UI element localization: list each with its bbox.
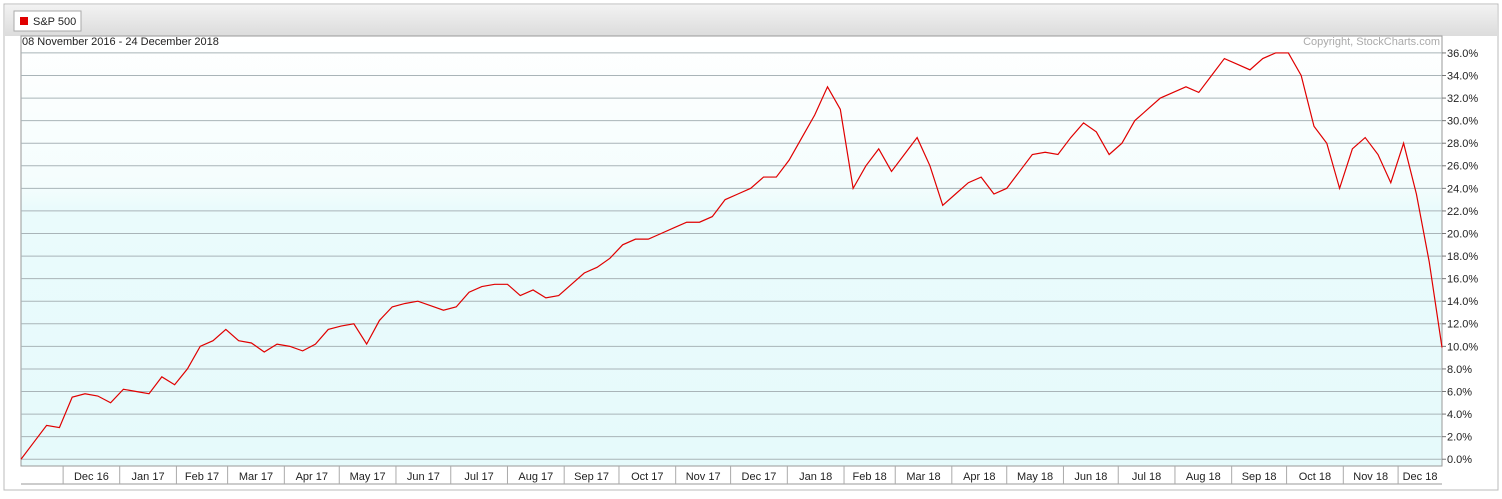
- y-tick-label: 8.0%: [1447, 364, 1472, 376]
- x-tick-label: Jul 17: [464, 471, 493, 483]
- y-tick-label: 12.0%: [1447, 319, 1478, 331]
- x-tick-label: Jan 17: [132, 471, 165, 483]
- x-tick-label: Nov 17: [686, 471, 721, 483]
- legend-label: S&P 500: [33, 16, 76, 28]
- x-tick-label: Mar 17: [239, 471, 273, 483]
- x-tick-label: Mar 18: [906, 471, 940, 483]
- y-tick-label: 10.0%: [1447, 341, 1478, 353]
- x-tick-label: Dec 16: [74, 471, 109, 483]
- x-tick-label: Jun 18: [1074, 471, 1107, 483]
- y-tick-label: 30.0%: [1447, 116, 1478, 128]
- x-tick-label: Jul 18: [1132, 471, 1161, 483]
- subtitle: 08 November 2016 - 24 December 2018: [22, 36, 219, 48]
- y-tick-label: 2.0%: [1447, 432, 1472, 444]
- x-tick-label: Nov 18: [1353, 471, 1388, 483]
- y-tick-label: 4.0%: [1447, 409, 1472, 421]
- y-tick-label: 34.0%: [1447, 70, 1478, 82]
- header-bar: [5, 5, 1497, 36]
- copyright: Copyright, StockCharts.com: [1303, 36, 1440, 48]
- x-tick-label: May 18: [1017, 471, 1053, 483]
- y-tick-label: 6.0%: [1447, 386, 1472, 398]
- x-tick-label: Sep 17: [574, 471, 609, 483]
- plot-area: [20, 35, 1443, 467]
- x-tick-label: Apr 18: [963, 471, 995, 483]
- x-tick-label: Jun 17: [407, 471, 440, 483]
- x-tick-label: Sep 18: [1242, 471, 1277, 483]
- y-tick-label: 26.0%: [1447, 161, 1478, 173]
- y-tick-label: 24.0%: [1447, 183, 1478, 195]
- y-tick-label: 32.0%: [1447, 93, 1478, 105]
- x-tick-label: Oct 18: [1299, 471, 1331, 483]
- x-tick-label: Oct 17: [631, 471, 663, 483]
- series-line: [20, 52, 1443, 460]
- x-tick-label: Dec 17: [742, 471, 777, 483]
- y-tick-label: 14.0%: [1447, 296, 1478, 308]
- legend-box: [13, 10, 82, 32]
- y-tick-label: 0.0%: [1447, 454, 1472, 466]
- x-tick-label: Feb 17: [185, 471, 219, 483]
- x-tick-label: Aug 18: [1186, 471, 1221, 483]
- x-tick-label: Aug 17: [518, 471, 553, 483]
- x-tick-label: Jan 18: [799, 471, 832, 483]
- y-tick-label: 22.0%: [1447, 206, 1478, 218]
- x-tick-label: May 17: [350, 471, 386, 483]
- y-tick-label: 16.0%: [1447, 274, 1478, 286]
- y-tick-label: 20.0%: [1447, 228, 1478, 240]
- legend: S&P 500: [13, 10, 82, 32]
- y-tick-label: 18.0%: [1447, 251, 1478, 263]
- y-tick-label: 28.0%: [1447, 138, 1478, 150]
- y-tick-label: 36.0%: [1447, 48, 1478, 60]
- x-tick-label: Apr 17: [296, 471, 328, 483]
- x-tick-label: Dec 18: [1403, 471, 1438, 483]
- x-tick-label: Feb 18: [853, 471, 887, 483]
- legend-swatch: [20, 17, 28, 25]
